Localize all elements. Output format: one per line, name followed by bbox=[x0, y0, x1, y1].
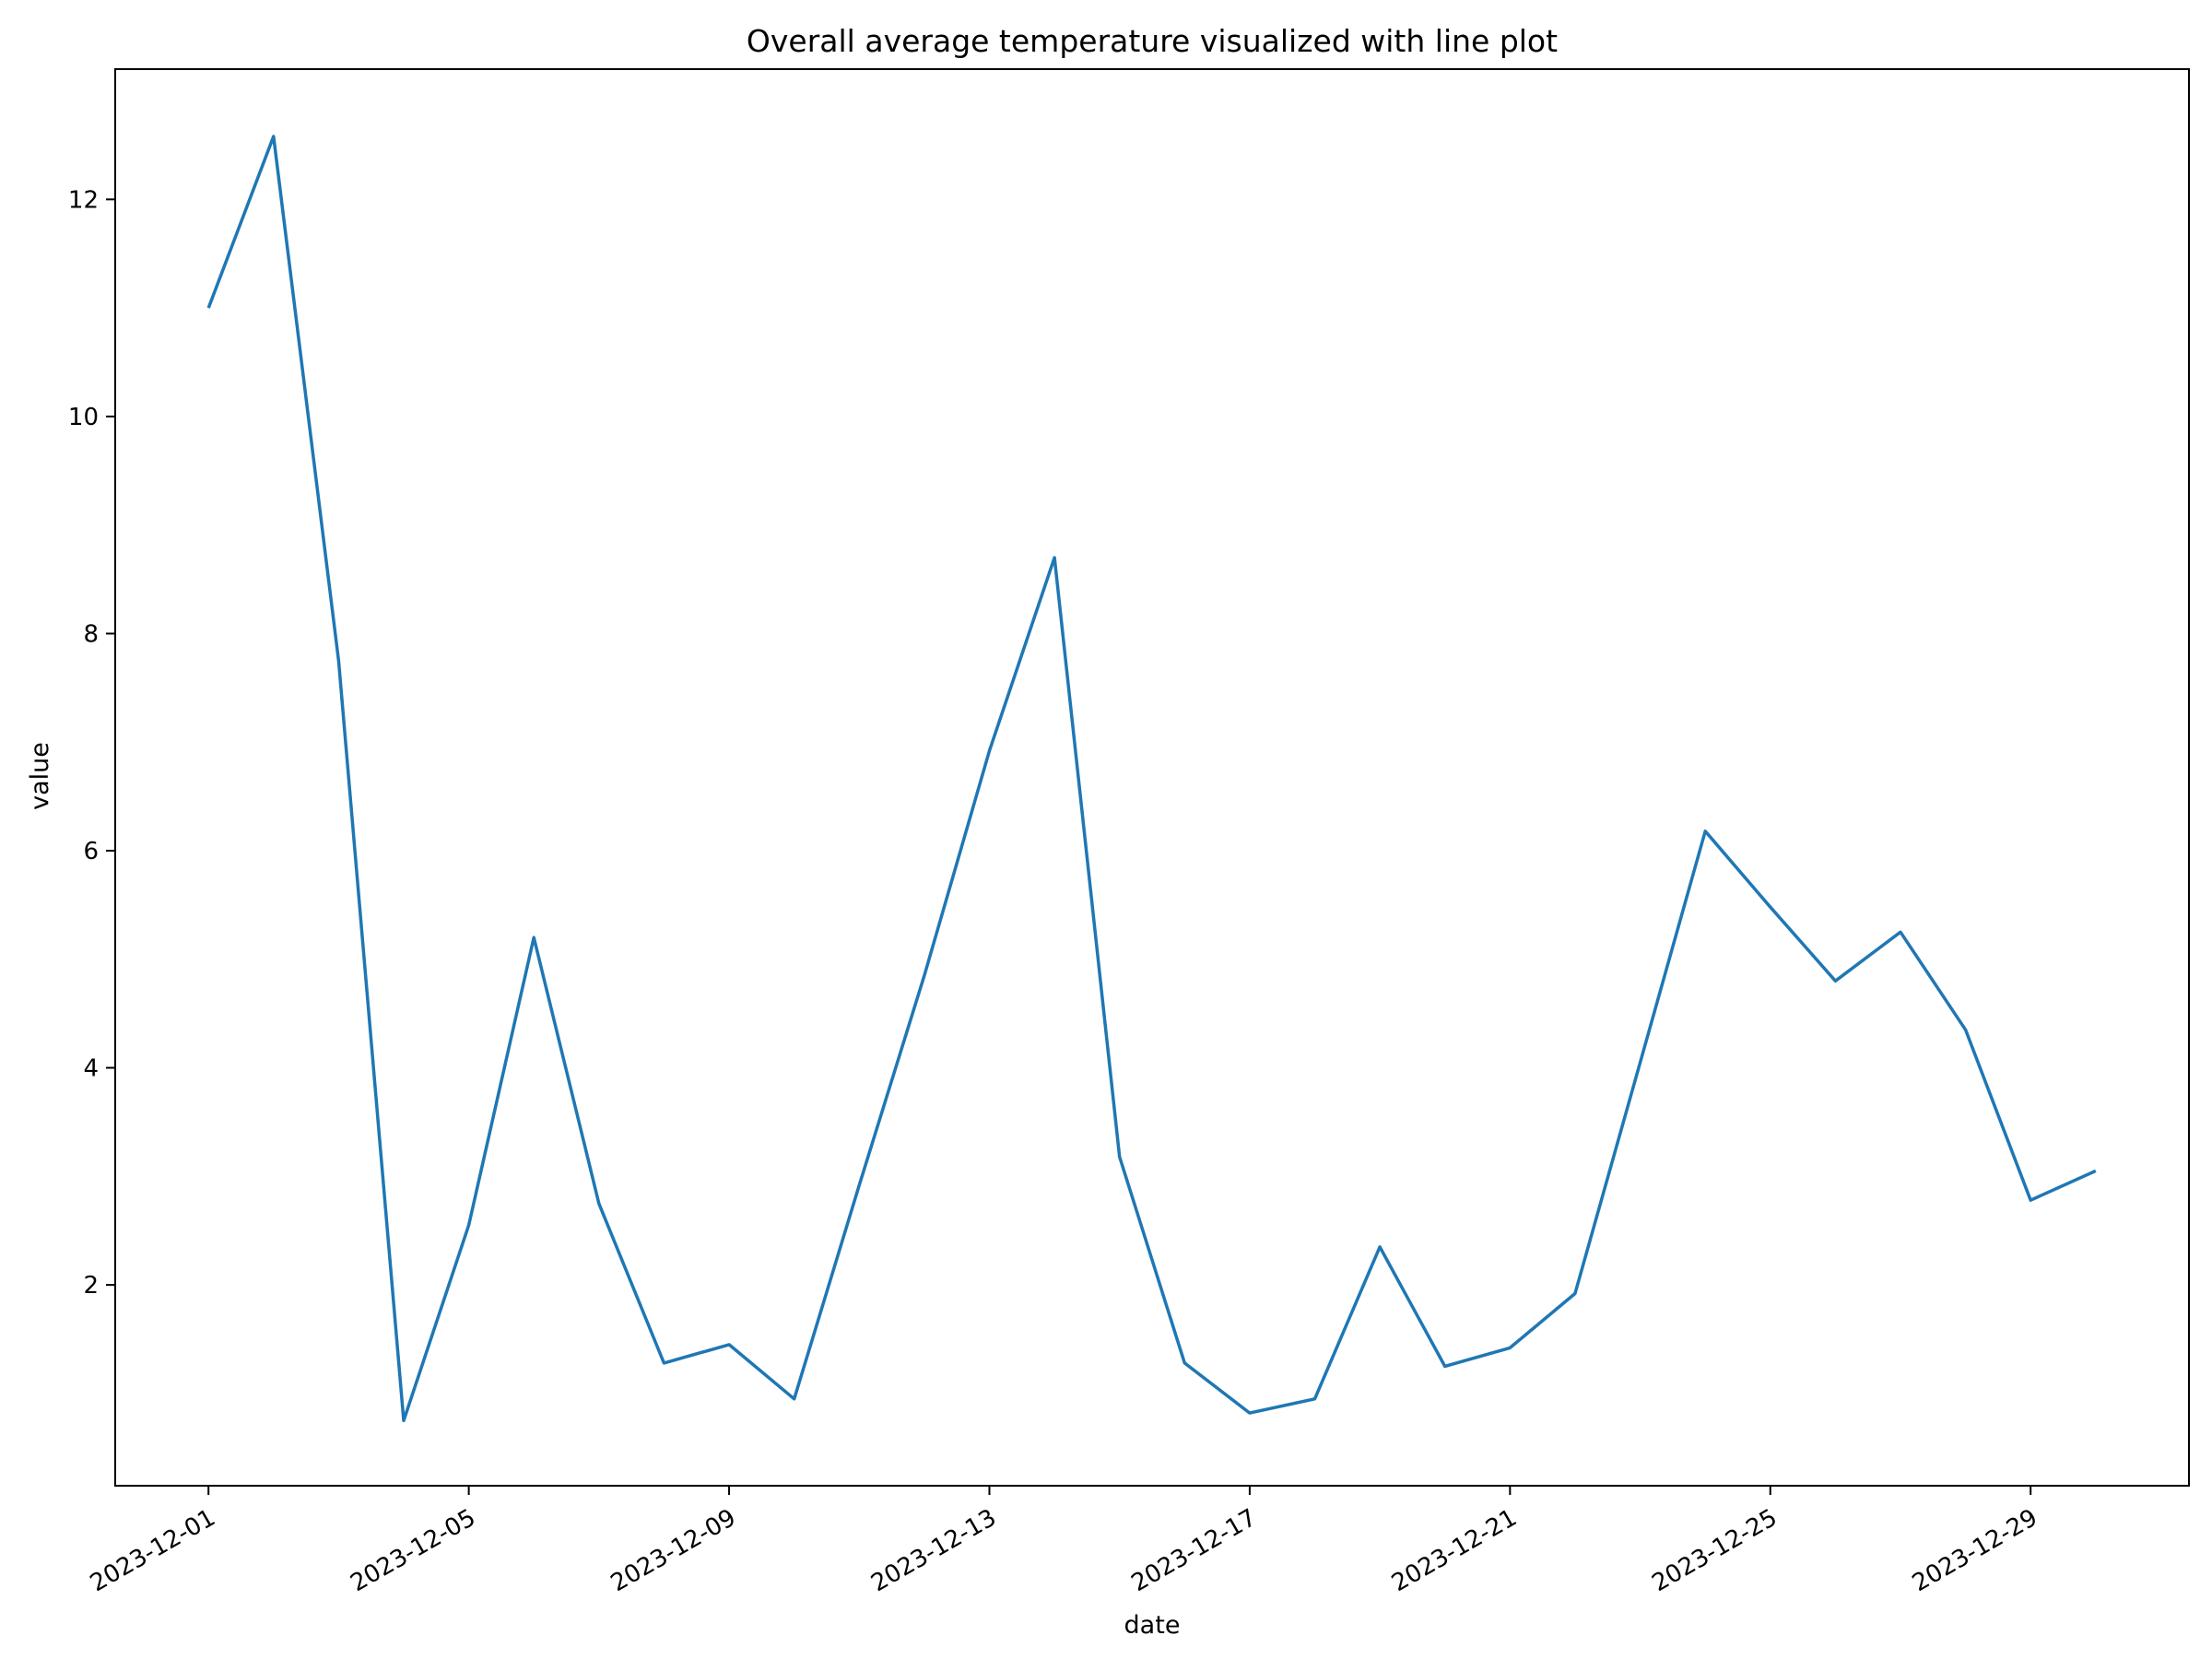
x-tick-label: 2023-12-29 bbox=[1908, 1504, 2042, 1598]
chart-title: Overall average temperature visualized w… bbox=[747, 23, 1558, 59]
y-axis-label: value bbox=[26, 742, 54, 810]
y-tick-label: 4 bbox=[83, 1055, 99, 1083]
y-tick-label: 8 bbox=[83, 620, 99, 648]
x-tick-label: 2023-12-25 bbox=[1647, 1504, 1782, 1598]
x-axis: 2023-12-01 2023-12-05 2023-12-09 2023-12-13… bbox=[86, 1486, 2042, 1597]
x-tick-label: 2023-12-17 bbox=[1127, 1504, 1262, 1598]
plot-area bbox=[114, 68, 2190, 1487]
y-tick-label: 12 bbox=[68, 186, 99, 214]
y-tick-label: 2 bbox=[83, 1272, 99, 1300]
x-tick-label: 2023-12-09 bbox=[606, 1504, 741, 1598]
x-tick-label: 2023-12-21 bbox=[1387, 1504, 1522, 1598]
x-axis-label: date bbox=[1124, 1611, 1181, 1640]
x-tick-label: 2023-12-05 bbox=[346, 1504, 480, 1598]
x-tick-label: 2023-12-01 bbox=[86, 1504, 220, 1598]
series-line-0 bbox=[206, 135, 2097, 1423]
y-tick-label: 6 bbox=[83, 838, 99, 865]
y-axis: 2 4 6 8 10 12 bbox=[68, 186, 115, 1300]
y-tick-label: 10 bbox=[68, 404, 99, 431]
x-tick-label: 2023-12-13 bbox=[866, 1504, 1001, 1598]
plot-frame bbox=[114, 68, 2190, 1487]
